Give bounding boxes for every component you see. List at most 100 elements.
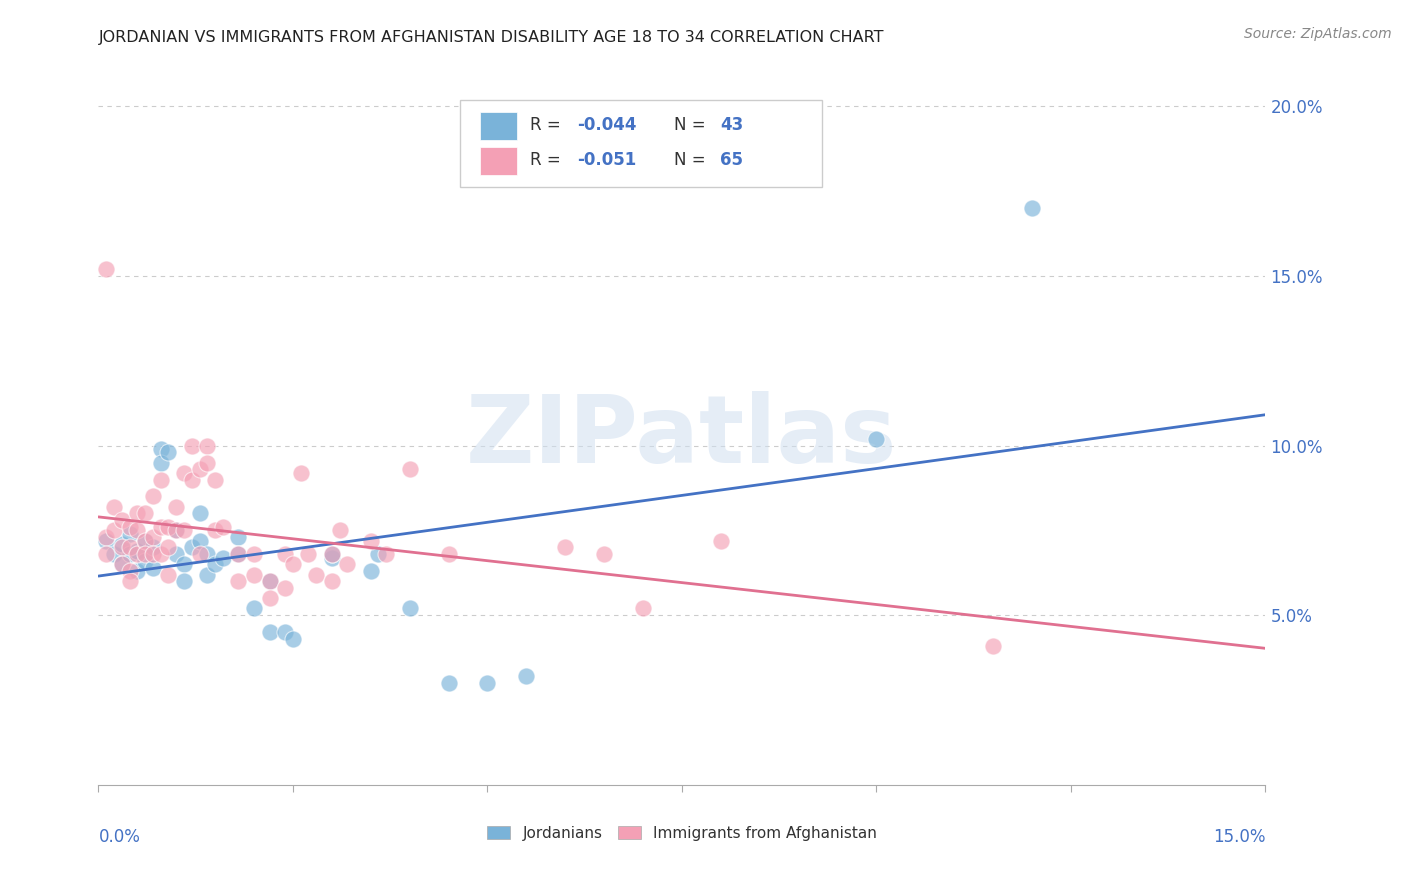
Point xyxy=(228,547,250,561)
Point xyxy=(375,547,398,561)
Legend: Jordanians, Immigrants from Afghanistan: Jordanians, Immigrants from Afghanistan xyxy=(481,820,883,847)
Point xyxy=(437,547,460,561)
Point xyxy=(165,524,187,538)
Point xyxy=(259,574,281,589)
Point xyxy=(134,533,156,548)
Point xyxy=(173,466,195,480)
Point xyxy=(212,520,235,534)
Point xyxy=(149,473,172,487)
Point xyxy=(259,591,281,606)
Point xyxy=(134,507,156,521)
Point xyxy=(321,547,343,561)
Point xyxy=(228,547,250,561)
Point xyxy=(157,445,180,459)
Point xyxy=(165,524,187,538)
Point xyxy=(149,547,172,561)
Point xyxy=(259,625,281,640)
Point xyxy=(118,574,141,589)
Text: N =: N = xyxy=(673,151,706,169)
Text: 43: 43 xyxy=(720,116,744,135)
Point xyxy=(329,524,352,538)
Point xyxy=(195,567,218,582)
Point xyxy=(321,574,343,589)
Point xyxy=(367,547,389,561)
Point xyxy=(290,466,312,480)
Point xyxy=(212,550,235,565)
Point xyxy=(297,547,319,561)
Point xyxy=(96,530,118,544)
Point xyxy=(173,558,195,572)
Point xyxy=(321,550,343,565)
Text: 65: 65 xyxy=(720,151,744,169)
Point xyxy=(515,669,537,683)
Point xyxy=(142,547,165,561)
FancyBboxPatch shape xyxy=(479,112,517,140)
Text: 15.0%: 15.0% xyxy=(1213,828,1265,847)
Point xyxy=(96,547,118,561)
FancyBboxPatch shape xyxy=(460,100,823,186)
Text: R =: R = xyxy=(530,151,561,169)
Point xyxy=(188,507,211,521)
Point xyxy=(103,547,125,561)
Point xyxy=(321,547,343,561)
Point xyxy=(180,541,202,555)
Point xyxy=(111,558,134,572)
Point xyxy=(360,533,382,548)
Point xyxy=(274,625,297,640)
Point xyxy=(165,547,187,561)
Point xyxy=(142,490,165,504)
Point xyxy=(142,560,165,574)
Point xyxy=(180,473,202,487)
Point xyxy=(865,432,887,446)
Point xyxy=(127,547,149,561)
Point xyxy=(195,456,218,470)
Point xyxy=(228,530,250,544)
Point xyxy=(305,567,328,582)
Point xyxy=(165,500,187,514)
Point xyxy=(398,601,420,615)
Point xyxy=(274,581,297,595)
Text: ZIPatlas: ZIPatlas xyxy=(467,391,897,483)
Point xyxy=(134,547,156,561)
Point xyxy=(103,524,125,538)
Point xyxy=(134,533,156,548)
Point xyxy=(281,632,304,646)
Point xyxy=(554,541,576,555)
Point xyxy=(96,533,118,548)
Point xyxy=(204,524,226,538)
Text: -0.044: -0.044 xyxy=(576,116,637,135)
Point xyxy=(188,547,211,561)
Point xyxy=(593,547,616,561)
Point xyxy=(243,601,266,615)
Point xyxy=(111,541,134,555)
Point xyxy=(195,547,218,561)
Point xyxy=(173,524,195,538)
Point xyxy=(243,567,266,582)
Point xyxy=(157,541,180,555)
Point xyxy=(127,543,149,558)
Point xyxy=(188,462,211,476)
Point xyxy=(274,547,297,561)
Point xyxy=(111,513,134,527)
Point xyxy=(180,439,202,453)
Point xyxy=(142,530,165,544)
Point xyxy=(228,574,250,589)
Text: Source: ZipAtlas.com: Source: ZipAtlas.com xyxy=(1244,27,1392,41)
Point xyxy=(103,500,125,514)
Point xyxy=(118,564,141,578)
Point xyxy=(398,462,420,476)
Point xyxy=(188,533,211,548)
Point xyxy=(118,547,141,561)
Point xyxy=(118,541,141,555)
Point xyxy=(173,574,195,589)
Point xyxy=(477,676,499,690)
Point xyxy=(149,442,172,456)
Point xyxy=(631,601,654,615)
Point xyxy=(157,520,180,534)
Point xyxy=(437,676,460,690)
Text: 0.0%: 0.0% xyxy=(98,828,141,847)
Point xyxy=(1021,201,1043,215)
Point xyxy=(127,564,149,578)
Point xyxy=(111,537,134,551)
Point xyxy=(111,558,134,572)
